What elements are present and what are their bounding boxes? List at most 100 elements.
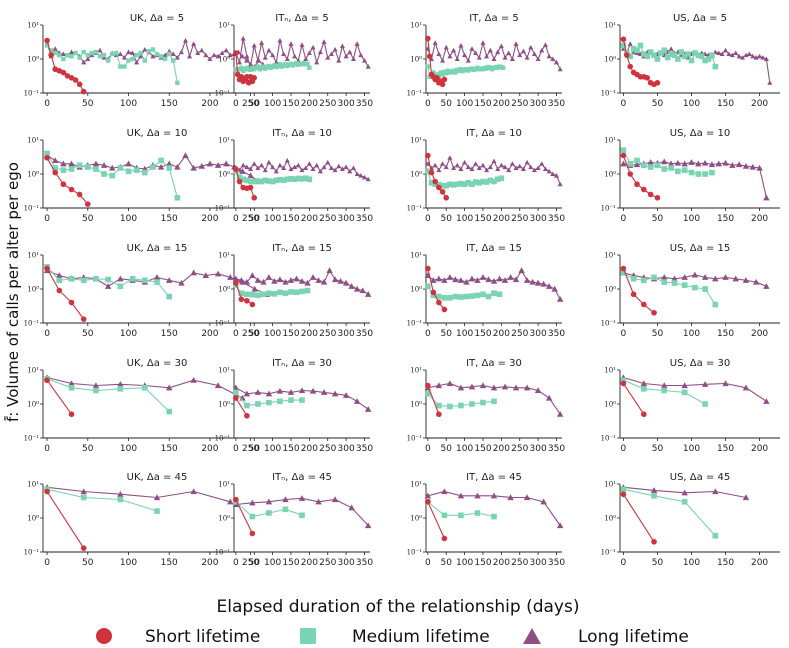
x-tick-label: 250 — [511, 558, 528, 568]
data-point — [142, 46, 148, 52]
data-point — [165, 160, 173, 167]
series-short-lifetime — [44, 377, 75, 418]
x-tick-label: 0 — [621, 329, 627, 339]
data-point — [293, 289, 300, 296]
data-point — [129, 275, 136, 282]
data-point — [207, 56, 213, 62]
data-point — [233, 395, 239, 401]
data-point — [166, 293, 173, 300]
data-point — [247, 184, 254, 191]
data-point — [89, 50, 95, 56]
data-point — [654, 79, 661, 86]
data-point — [68, 186, 75, 193]
data-point — [239, 65, 244, 71]
data-point — [509, 56, 515, 62]
data-point — [214, 270, 222, 277]
y-tick-label: 10⁰ — [410, 286, 422, 294]
data-point — [678, 49, 685, 55]
data-point — [281, 51, 287, 57]
data-point — [150, 53, 156, 59]
series-medium-lifetime — [620, 377, 708, 407]
series-short-lifetime — [233, 280, 256, 308]
data-point — [620, 269, 627, 276]
data-point — [434, 72, 440, 77]
data-point — [542, 42, 548, 47]
data-point — [282, 496, 289, 503]
data-point — [347, 168, 353, 174]
x-tick-label: 250 — [319, 329, 336, 339]
data-point — [447, 295, 453, 301]
data-point — [695, 160, 702, 167]
data-point — [320, 389, 328, 395]
data-point — [108, 164, 116, 171]
data-point — [126, 58, 131, 63]
x-tick-label: 350 — [356, 329, 373, 339]
y-tick-label: 10⁻¹ — [601, 90, 617, 98]
y-tick-label: 10⁻¹ — [601, 435, 617, 443]
x-tick-label: 50 — [440, 329, 452, 339]
data-point — [750, 53, 756, 59]
data-point — [441, 277, 448, 283]
series-short-lifetime — [620, 36, 661, 88]
data-point — [651, 492, 657, 499]
x-tick-label: 50 — [652, 444, 664, 454]
data-point — [60, 160, 67, 167]
data-point — [109, 172, 116, 179]
data-point — [447, 403, 453, 410]
x-tick-label: 200 — [751, 99, 768, 109]
y-tick-label: 10⁻¹ — [24, 549, 40, 557]
data-point — [260, 291, 267, 298]
data-point — [620, 147, 627, 154]
data-point — [668, 51, 674, 57]
x-tick-label: 100 — [264, 329, 281, 339]
legend-marker-medium — [300, 628, 316, 644]
data-point — [531, 51, 537, 57]
y-tick-label: 10⁰ — [410, 515, 422, 523]
data-point — [539, 47, 545, 53]
data-point — [484, 53, 490, 59]
data-point — [458, 42, 464, 48]
data-point — [292, 164, 298, 170]
data-point — [293, 275, 300, 282]
data-point — [491, 290, 497, 297]
data-point — [73, 50, 78, 56]
series-short-lifetime — [620, 491, 657, 545]
data-point — [238, 290, 245, 297]
series-short-lifetime — [233, 166, 258, 201]
x-tick-label: 100 — [456, 99, 473, 109]
data-point — [321, 164, 327, 170]
data-point — [93, 49, 99, 55]
data-point — [238, 296, 245, 303]
y-tick-label: 10¹ — [218, 22, 230, 30]
x-tick-label: 350 — [356, 558, 373, 568]
data-point — [430, 277, 437, 283]
data-point — [428, 180, 435, 186]
data-point — [354, 171, 360, 177]
x-tick-label: 100 — [456, 444, 473, 454]
x-tick-label: 250 — [319, 558, 336, 568]
data-point — [295, 162, 301, 168]
panel-title: UK, Δa = 30 — [127, 358, 188, 369]
data-point — [513, 41, 519, 46]
data-point — [436, 402, 442, 409]
data-point — [479, 274, 487, 280]
data-point — [436, 293, 442, 300]
data-point — [243, 278, 251, 285]
data-point — [291, 176, 298, 183]
x-tick-label: 0 — [621, 558, 627, 568]
data-point — [688, 159, 695, 165]
y-tick-label: 10⁰ — [218, 515, 230, 523]
data-point — [271, 277, 278, 284]
data-point — [93, 275, 99, 282]
data-point — [476, 55, 482, 60]
data-point — [306, 176, 313, 183]
data-point — [243, 390, 251, 397]
y-tick-label: 10¹ — [218, 137, 230, 145]
x-tick-label: 150 — [282, 329, 299, 339]
series-short-lifetime — [620, 265, 657, 316]
y-tick-label: 10⁻¹ — [215, 90, 231, 98]
data-point — [68, 380, 75, 387]
data-point — [69, 54, 74, 59]
data-point — [284, 176, 291, 183]
